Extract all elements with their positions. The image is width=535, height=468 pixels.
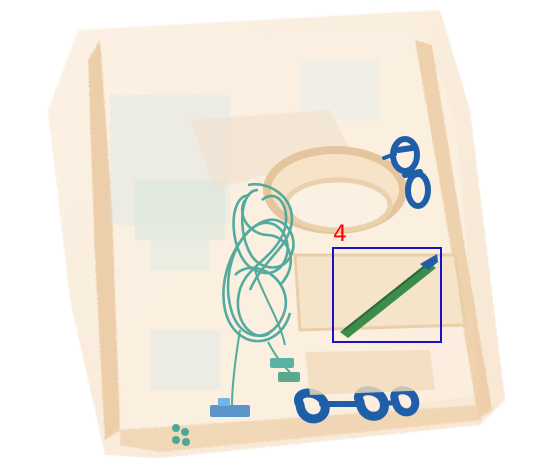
cable-bundle (222, 182, 295, 406)
background-clutter (110, 60, 380, 390)
knife (340, 254, 438, 338)
flat-box (293, 253, 467, 332)
small-items (172, 424, 190, 446)
handle-base (305, 350, 435, 395)
bag-shell (48, 10, 505, 458)
metal-clip-top (382, 136, 431, 209)
annotation-label: 4 (333, 222, 347, 247)
annotation-box (332, 247, 442, 343)
cable-connectors (210, 358, 300, 417)
round-container (263, 146, 407, 234)
